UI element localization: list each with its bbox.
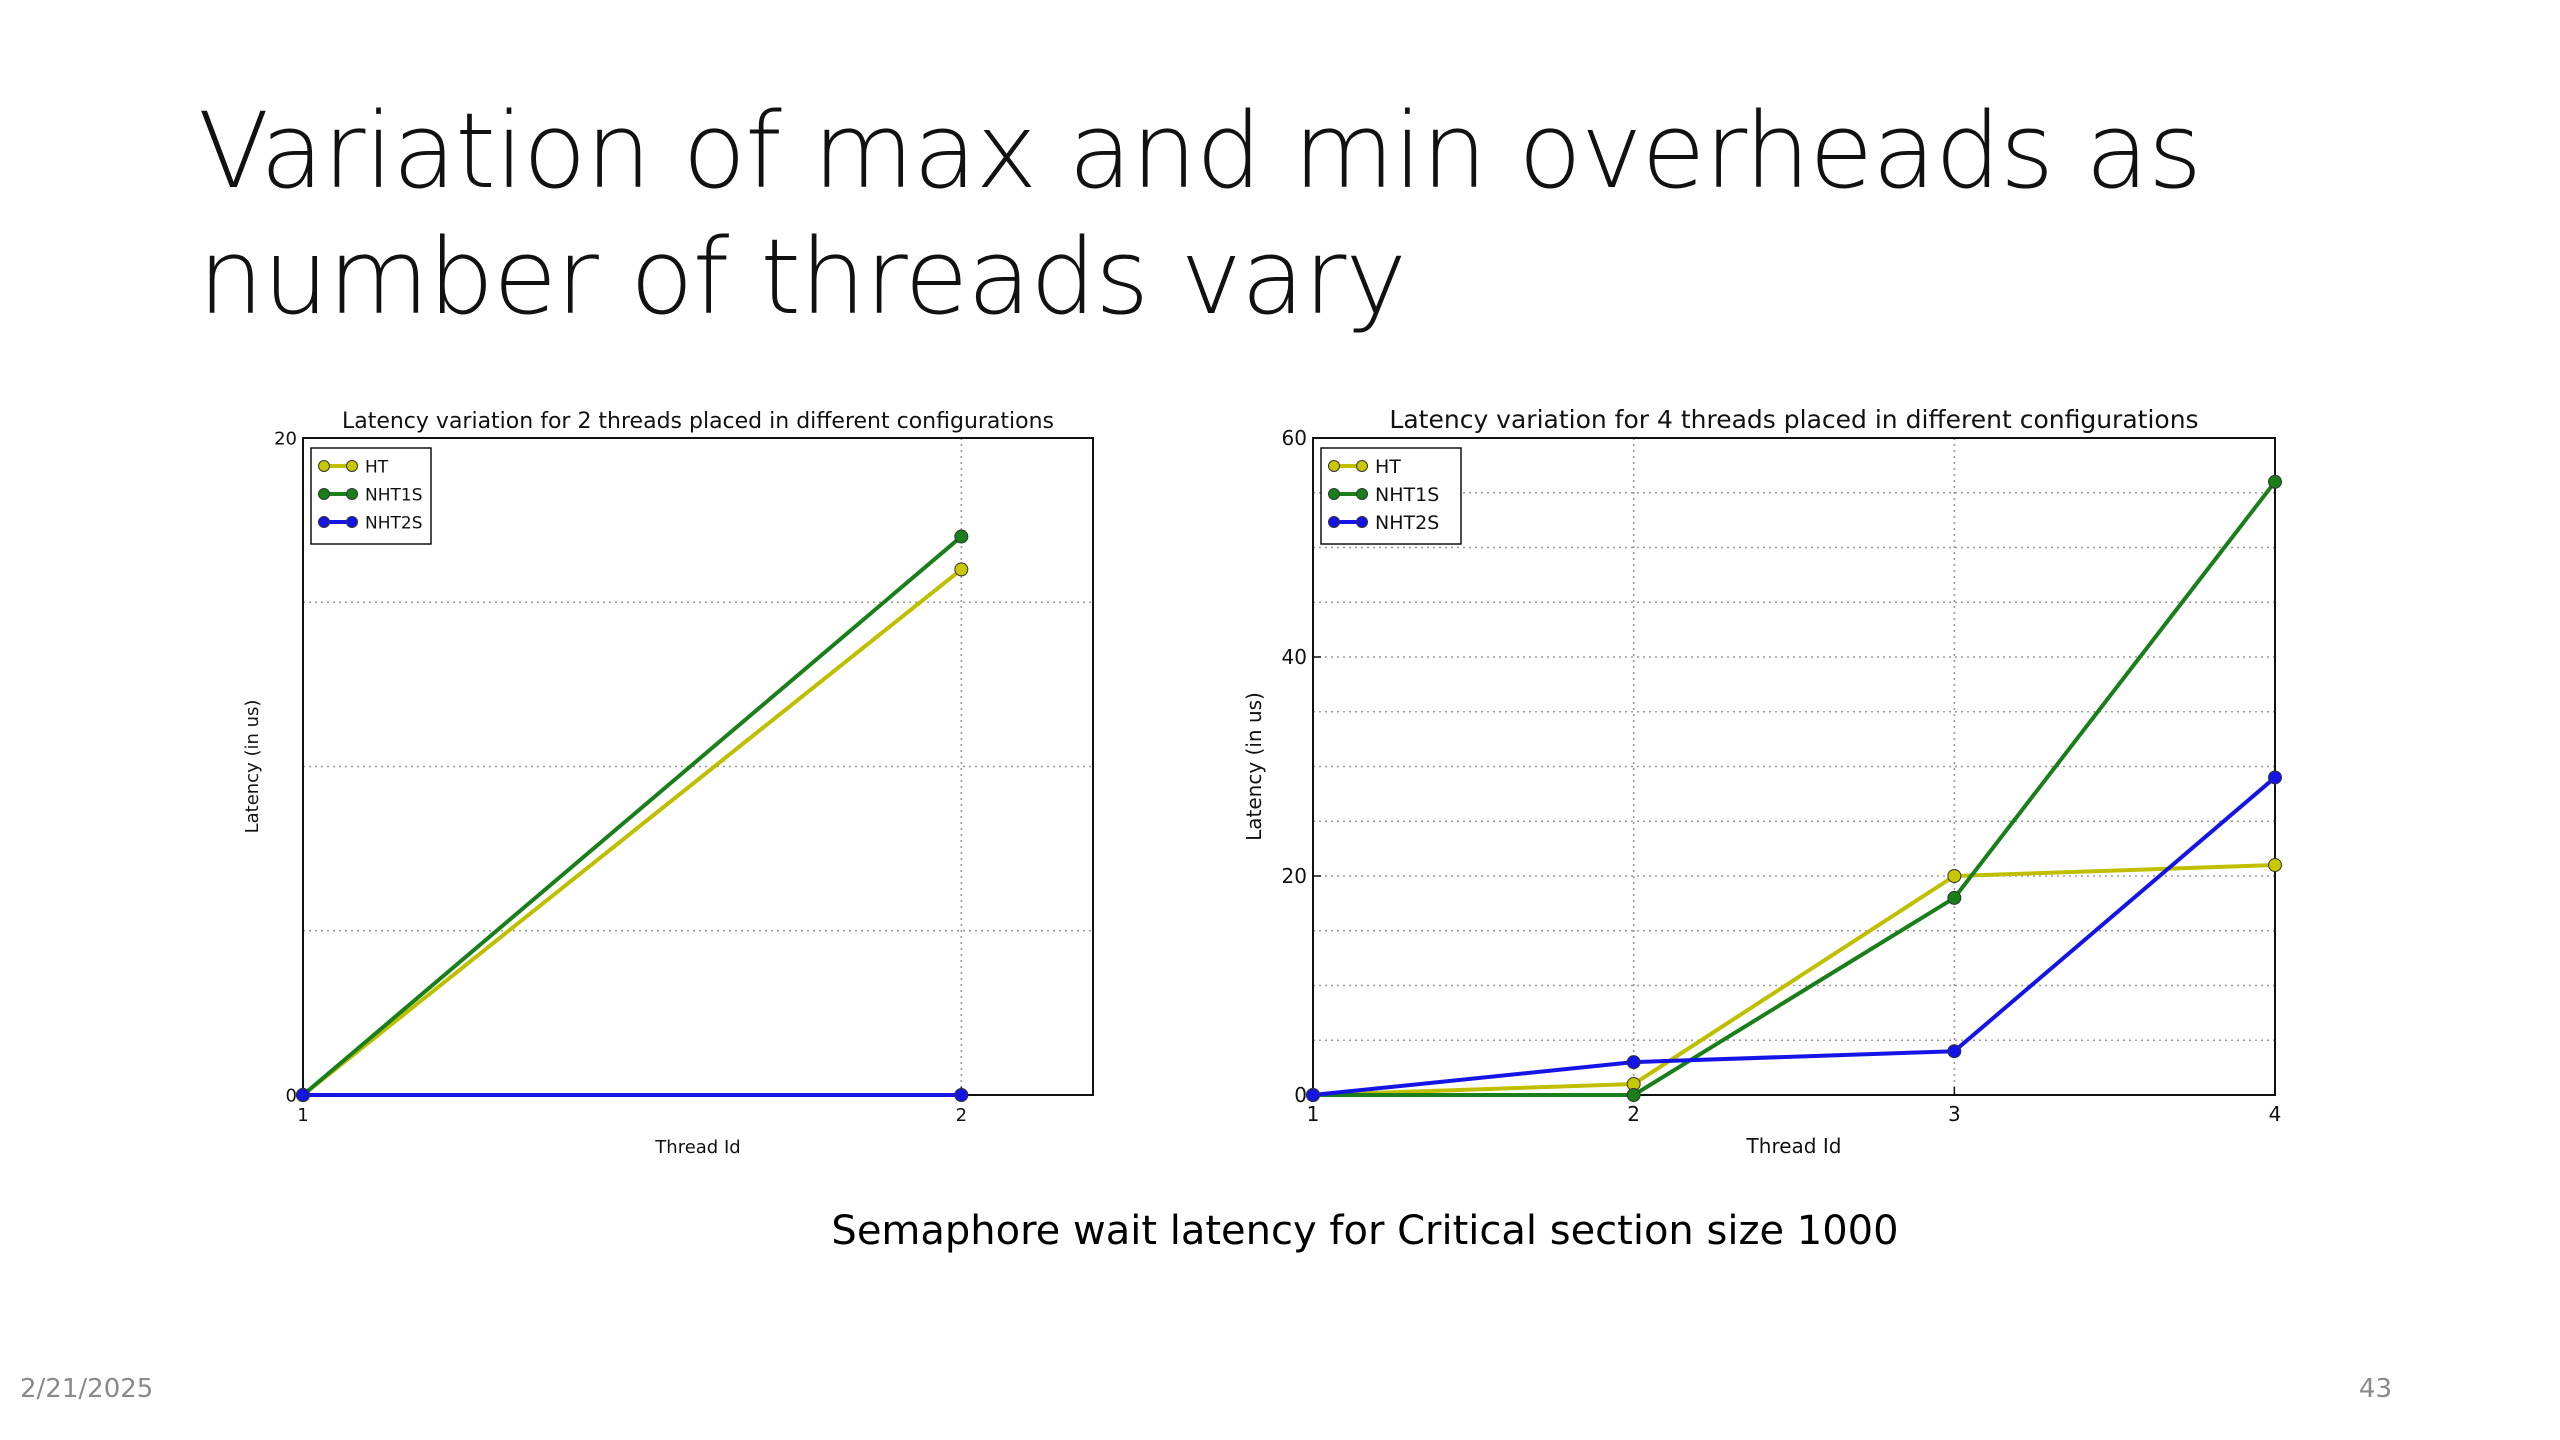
legend-label-nht1s: NHT1S xyxy=(1375,484,1439,506)
legend-marker xyxy=(1356,460,1368,472)
series-line-nht1s xyxy=(301,535,963,1097)
legend-marker xyxy=(318,516,330,528)
legend-marker xyxy=(346,488,358,500)
legend-marker xyxy=(1328,488,1340,500)
y-tick-label: 0 xyxy=(286,1085,297,1106)
footer-page-number: 43 xyxy=(2358,1374,2392,1404)
slide-title: Variation of max and min overheads as nu… xyxy=(198,88,2398,340)
data-point-nht1s xyxy=(954,529,969,544)
legend-marker xyxy=(1328,516,1340,528)
x-tick-label: 2 xyxy=(1627,1102,1640,1126)
x-axis-label: Thread Id xyxy=(1746,1134,1842,1158)
data-point-nht1s xyxy=(1626,1088,1641,1102)
legend-marker xyxy=(346,460,358,472)
data-point-ht xyxy=(1947,869,1962,883)
series-line-nht1s xyxy=(1313,480,2277,1097)
data-point-nht1s xyxy=(1947,890,1962,905)
series-line-ht xyxy=(301,567,963,1097)
legend-label-nht1s: NHT1S xyxy=(365,485,423,505)
chart-caption: Semaphore wait latency for Critical sect… xyxy=(831,1208,1899,1254)
series-line-ht xyxy=(1312,863,2276,1097)
y-axis-label: Latency (in us) xyxy=(1242,692,1266,841)
data-point-ht xyxy=(2268,858,2282,873)
y-tick-label: 20 xyxy=(1282,864,1307,888)
legend-marker xyxy=(1328,460,1340,472)
legend-marker xyxy=(318,460,330,472)
x-tick-label: 4 xyxy=(2269,1102,2282,1126)
legend-label-ht: HT xyxy=(1375,456,1401,478)
legend-marker xyxy=(346,516,358,528)
y-tick-label: 20 xyxy=(274,428,297,449)
data-point-nht1s xyxy=(2268,474,2282,489)
data-point-ht xyxy=(954,562,969,577)
data-point-nht2s xyxy=(1626,1055,1641,1070)
y-tick-label: 0 xyxy=(1294,1083,1307,1107)
x-axis-label: Thread Id xyxy=(654,1137,740,1158)
x-tick-label: 1 xyxy=(1307,1102,1320,1126)
y-axis-label: Latency (in us) xyxy=(242,700,263,834)
data-point-nht2s xyxy=(2268,770,2282,785)
slide-title-line-2: number of threads vary xyxy=(198,216,1407,338)
chart-title: Latency variation for 2 threads placed i… xyxy=(342,409,1054,434)
chart-title: Latency variation for 4 threads placed i… xyxy=(1389,405,2198,434)
data-point-nht2s xyxy=(1306,1088,1320,1102)
legend-marker xyxy=(1356,516,1368,528)
y-tick-label: 40 xyxy=(1282,645,1307,669)
legend-label-ht: HT xyxy=(365,457,389,477)
data-point-nht2s xyxy=(954,1088,969,1102)
legend-label-nht2s: NHT2S xyxy=(365,513,423,533)
x-tick-label: 3 xyxy=(1948,1102,1961,1126)
plot-frame xyxy=(1312,437,2276,1096)
y-tick-label: 60 xyxy=(1282,426,1307,450)
x-tick-label: 2 xyxy=(956,1105,967,1126)
data-point-nht2s xyxy=(1947,1044,1962,1059)
legend-marker xyxy=(1356,488,1368,500)
series-line-nht2s xyxy=(1312,775,2277,1097)
slide-title-line-1: Variation of max and min overheads as xyxy=(198,90,2202,212)
legend-marker xyxy=(318,488,330,500)
x-tick-label: 1 xyxy=(297,1105,308,1126)
footer-date: 2/21/2025 xyxy=(20,1374,154,1404)
data-point-nht2s xyxy=(296,1088,310,1102)
legend-label-nht2s: NHT2S xyxy=(1375,512,1439,534)
